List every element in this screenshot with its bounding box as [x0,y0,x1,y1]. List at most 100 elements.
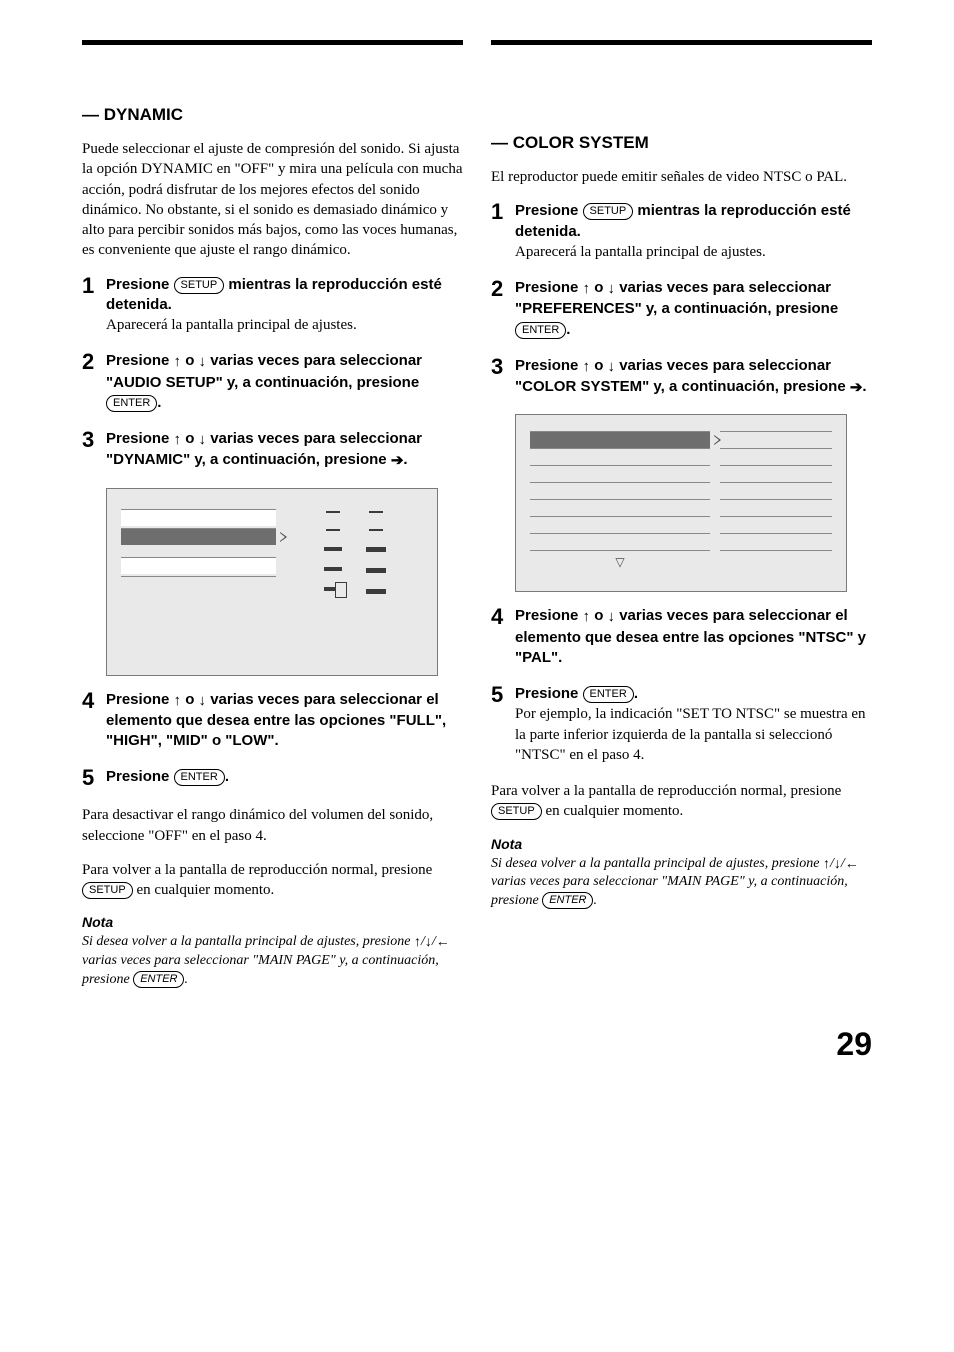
down-arrow-icon: ↓ [199,430,207,450]
text: Presione [515,357,583,374]
value-list [720,431,832,551]
page-number: 29 [82,1026,872,1063]
up-arrow-icon: ↑ [174,352,182,372]
section-title-dynamic: — DYNAMIC [82,105,463,125]
text: . [634,685,638,702]
step-number: 3 [491,356,515,399]
text: Presione [515,279,583,296]
screen-dynamic [106,488,463,676]
setup-key: SETUP [583,203,634,220]
enter-key: ENTER [515,322,566,339]
menu-list [530,431,710,551]
step-1: 1 Presione SETUP mientras la reproducció… [491,201,872,262]
enter-key: ENTER [542,892,593,909]
text: Presione [106,352,174,369]
right-arrow-icon: ➔ [850,378,863,398]
text: Presione [515,607,583,624]
step-4: 4 Presione ↑ o ↓ varias veces para selec… [82,690,463,752]
up-arrow-icon: ↑ [174,691,182,711]
nota-heading: Nota [82,914,463,930]
text: Si desea volver a la pantalla principal … [491,856,823,871]
right-column: — COLOR SYSTEM El reproductor puede emit… [491,105,872,990]
after-text-1: Para desactivar el rango dinámico del vo… [82,805,463,846]
text: . [157,394,161,411]
nota-body: Si desea volver a la pantalla principal … [82,932,463,990]
text: Presione [106,430,174,447]
enter-key: ENTER [583,686,634,703]
down-arrow-icon: ↓ [199,352,207,372]
enter-key: ENTER [106,395,157,412]
after-text-2: Para volver a la pantalla de reproducció… [491,781,872,822]
nota-heading: Nota [491,836,872,852]
step-number: 4 [82,690,106,752]
step-number: 5 [82,767,106,789]
text: Presione [106,768,174,785]
up-arrow-icon: ↑ [414,932,421,951]
page: — DYNAMIC Puede seleccionar el ajuste de… [0,0,954,1093]
text: Por ejemplo, la indicación "SET TO NTSC"… [515,706,866,763]
step-number: 1 [491,201,515,262]
step-number: 5 [491,684,515,765]
text: Si desea volver a la pantalla principal … [82,934,414,949]
text: Para volver a la pantalla de reproducció… [82,862,432,878]
step-3: 3 Presione ↑ o ↓ varias veces para selec… [491,356,872,399]
step-1: 1 Presione SETUP mientras la reproducció… [82,275,463,336]
step-number: 2 [82,351,106,413]
text: en cualquier momento. [542,803,684,819]
down-arrow-icon: ↓ [608,279,616,299]
screen-color: ▽ [515,414,872,592]
columns: — DYNAMIC Puede seleccionar el ajuste de… [82,105,872,990]
equalizer [286,509,423,594]
text: . [184,972,188,987]
text: Aparecerá la pantalla principal de ajust… [515,244,766,260]
text: Presione [515,202,583,219]
up-arrow-icon: ↑ [583,279,591,299]
setup-key: SETUP [82,882,133,899]
text: . [403,451,407,468]
right-arrow-icon: ➔ [391,451,404,471]
text: o [181,430,199,447]
section-title-color: — COLOR SYSTEM [491,133,872,153]
down-arrow-icon: ↓ [608,357,616,377]
text: Para volver a la pantalla de reproducció… [491,783,841,799]
nota-body: Si desea volver a la pantalla principal … [491,854,872,912]
step-number: 4 [491,606,515,668]
setup-key: SETUP [491,803,542,820]
up-arrow-icon: ↑ [583,607,591,627]
step-5: 5 Presione ENTER. Por ejemplo, la indica… [491,684,872,765]
up-arrow-icon: ↑ [823,854,830,873]
intro-color: El reproductor puede emitir señales de v… [491,167,872,187]
down-arrow-icon: ↓ [608,607,616,627]
text: Presione [515,685,583,702]
header-rules [82,40,872,45]
text: en cualquier momento. [133,882,275,898]
down-arrow-icon: ↓ [425,932,432,951]
step-number: 2 [491,278,515,340]
text: o [181,352,199,369]
left-arrow-icon: ← [845,854,859,873]
text: Presione [106,276,174,293]
left-arrow-icon: ← [436,932,450,951]
text: . [566,321,570,338]
down-arrow-icon: ↓ [199,691,207,711]
step-number: 3 [82,429,106,472]
text: . [862,378,866,395]
text: o [181,691,199,708]
left-column: — DYNAMIC Puede seleccionar el ajuste de… [82,105,463,990]
up-arrow-icon: ↑ [583,357,591,377]
text: Aparecerá la pantalla principal de ajust… [106,317,357,333]
text: o [590,279,608,296]
text: . [225,768,229,785]
step-2: 2 Presione ↑ o ↓ varias veces para selec… [491,278,872,340]
menu-list [121,509,276,594]
text: o [590,357,608,374]
setup-key: SETUP [174,277,225,294]
up-arrow-icon: ↑ [174,430,182,450]
after-text-2: Para volver a la pantalla de reproducció… [82,860,463,901]
step-2: 2 Presione ↑ o ↓ varias veces para selec… [82,351,463,413]
step-3: 3 Presione ↑ o ↓ varias veces para selec… [82,429,463,472]
scroll-down-icon: ▽ [530,555,710,570]
text: o [590,607,608,624]
enter-key: ENTER [133,971,184,988]
down-arrow-icon: ↓ [834,854,841,873]
